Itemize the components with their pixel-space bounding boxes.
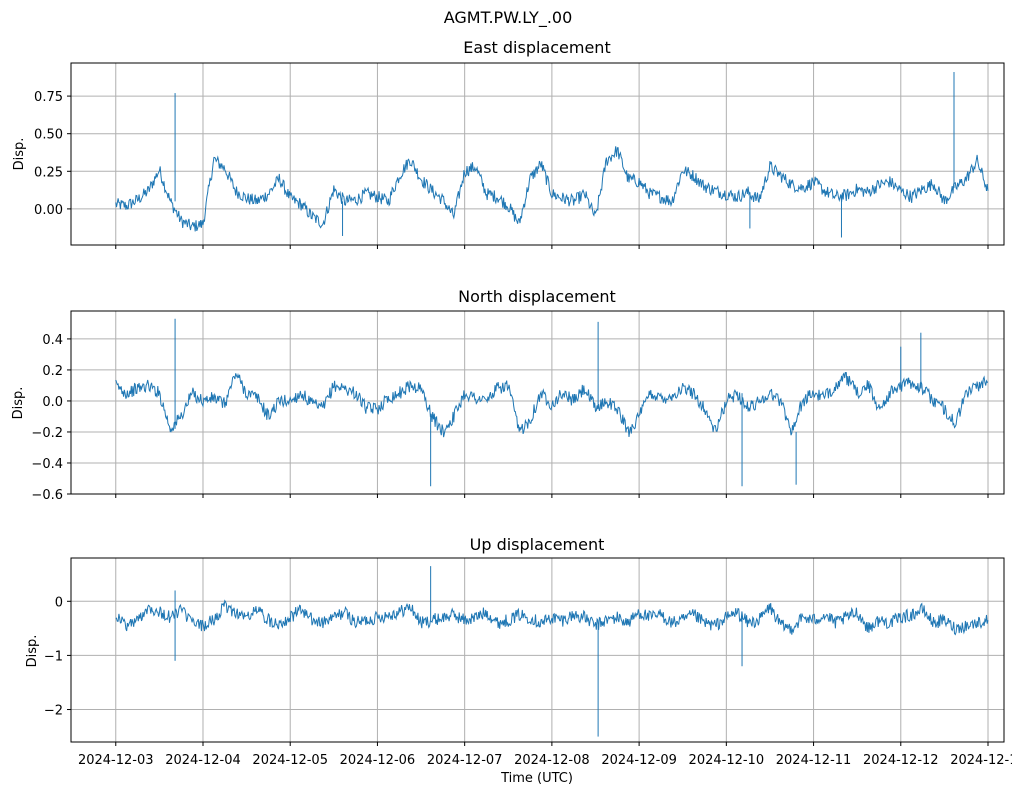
- east-y-tick-label: 0.25: [34, 165, 63, 180]
- x-tick-label: 2024-12-04: [165, 753, 241, 768]
- north-y-tick-label: −0.6: [31, 488, 63, 503]
- north-y-tick-label: 0.0: [42, 395, 63, 410]
- x-axis-label: Time (UTC): [500, 771, 573, 786]
- up-y-tick-label: 0: [55, 595, 63, 610]
- east-y-tick-label: 0.75: [34, 90, 63, 105]
- north-y-tick-label: 0.2: [42, 364, 63, 379]
- north-y-axis-label: Disp.: [11, 387, 26, 420]
- up-panel-title: Up displacement: [470, 535, 605, 554]
- east-y-tick-label: 0.50: [34, 128, 63, 143]
- north-plot-frame: [70, 310, 1005, 495]
- east-panel-title: East displacement: [463, 38, 610, 57]
- north-y-tick-label: 0.4: [42, 333, 63, 348]
- north-panel-title: North displacement: [458, 287, 616, 306]
- north-series-line: [115, 371, 988, 438]
- x-tick-label: 2024-12-12: [863, 753, 939, 768]
- x-tick-label: 2024-12-07: [427, 753, 503, 768]
- north-panel: North displacement Disp. 0.4 0.2 0.0 −0.2 −0…: [11, 287, 1005, 503]
- figure-title: AGMT.PW.LY_.00: [444, 8, 573, 28]
- north-y-tick-label: −0.4: [31, 457, 63, 472]
- x-tick-label: 2024-12-03: [78, 753, 154, 768]
- up-y-tick-label: −2: [44, 704, 63, 719]
- east-panel: East displacement Disp. 0.75 0.50 0.25 0.00: [12, 38, 1005, 249]
- x-tick-label: 2024-12-11: [776, 753, 852, 768]
- east-series-line: [115, 146, 989, 232]
- up-y-axis-label: Disp.: [25, 635, 40, 668]
- up-y-tick-label: −1: [44, 649, 63, 664]
- x-tick-label: 2024-12-09: [601, 753, 677, 768]
- x-tick-label: 2024-12-13: [950, 753, 1012, 768]
- x-tick-label: 2024-12-10: [689, 753, 765, 768]
- east-y-axis-label: Disp.: [12, 138, 27, 171]
- north-y-tick-label: −0.2: [31, 426, 63, 441]
- up-panel: Up displacement Disp. 0 −1 −2 2024-12-03 20…: [25, 535, 1012, 768]
- x-tick-label: 2024-12-05: [252, 753, 328, 768]
- up-series-line: [115, 599, 989, 636]
- x-tick-label: 2024-12-08: [514, 753, 590, 768]
- up-plot-frame: [70, 557, 1005, 743]
- east-y-tick-label: 0.00: [34, 203, 63, 218]
- x-tick-label: 2024-12-06: [340, 753, 416, 768]
- east-plot-frame: [70, 62, 1005, 246]
